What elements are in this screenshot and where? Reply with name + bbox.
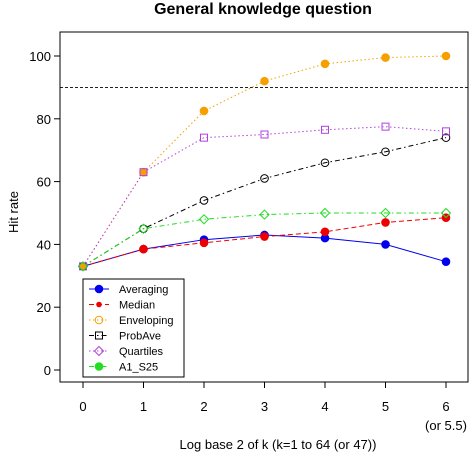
data-point	[381, 53, 390, 62]
data-point	[320, 158, 330, 168]
data-point	[319, 207, 331, 219]
series-line-quartiles	[82, 126, 447, 267]
chart-title: General knowledge question	[154, 1, 372, 18]
legend-marker	[95, 331, 103, 340]
data-point	[381, 122, 390, 131]
x-tick-extra-label: (or 5.5)	[425, 418, 467, 433]
data-point	[259, 209, 270, 220]
legend-label: Median	[119, 300, 155, 312]
x-tick-label: 3	[261, 399, 268, 414]
data-point	[77, 261, 89, 272]
y-tick-label: 20	[37, 300, 51, 315]
legend-marker	[94, 362, 104, 371]
data-point	[381, 218, 390, 227]
legend-label: Averaging	[119, 284, 168, 296]
data-point	[260, 174, 269, 183]
y-tick-label: 0	[44, 363, 51, 378]
plot-area: 0 20 40 60 80 100 0 1 2 3 4 5 6	[29, 31, 469, 414]
data-point	[200, 133, 208, 142]
data-point	[380, 207, 391, 219]
data-point	[260, 232, 269, 241]
legend-marker	[96, 301, 102, 308]
data-point	[199, 196, 209, 205]
data-point	[139, 244, 148, 254]
data-point	[381, 147, 390, 157]
data-point	[79, 262, 87, 271]
legend-label: ProbAve	[119, 331, 161, 343]
x-axis-label: Log base 2 of k (k=1 to 64 (or 47))	[180, 437, 377, 452]
data-point	[441, 51, 451, 61]
legend: Averaging Median Enveloping ProbAve Quartile…	[82, 278, 185, 378]
data-point	[441, 257, 451, 266]
x-tick-label: 1	[140, 399, 147, 414]
y-tick-label: 80	[37, 112, 51, 127]
data-point	[381, 240, 390, 249]
data-point	[260, 130, 269, 139]
x-tick-label: 5	[382, 399, 389, 414]
data-point	[139, 168, 148, 177]
data-point	[199, 238, 209, 248]
y-tick-label: 40	[37, 237, 51, 252]
y-tick-label: 100	[29, 49, 51, 64]
x-tick-label: 6	[442, 399, 449, 414]
data-point	[139, 167, 148, 177]
data-point	[199, 106, 209, 116]
y-axis-label: Hit rate	[6, 191, 21, 233]
y-tick-label: 60	[37, 175, 51, 190]
legend-marker	[94, 315, 104, 325]
data-point	[320, 227, 330, 237]
data-point	[320, 59, 330, 69]
data-point	[441, 133, 451, 142]
legend-box	[82, 278, 185, 378]
legend-label: A1_S25	[119, 362, 158, 374]
x-tick-label: 0	[79, 399, 86, 414]
series-line-probave	[82, 137, 447, 267]
x-tick-label: 4	[321, 399, 328, 414]
legend-marker	[94, 284, 104, 294]
data-point	[198, 214, 210, 225]
data-point	[138, 223, 149, 234]
series-line-median	[82, 217, 447, 267]
data-point	[440, 207, 452, 219]
series-line-a1-s25	[82, 212, 446, 267]
legend-marker	[93, 345, 105, 357]
data-point	[442, 127, 450, 136]
legend-label: Quartiles	[119, 346, 164, 358]
legend-label: Enveloping	[119, 315, 173, 327]
data-point	[321, 125, 329, 134]
x-tick-label: 2	[200, 399, 207, 414]
data-point	[260, 76, 269, 86]
